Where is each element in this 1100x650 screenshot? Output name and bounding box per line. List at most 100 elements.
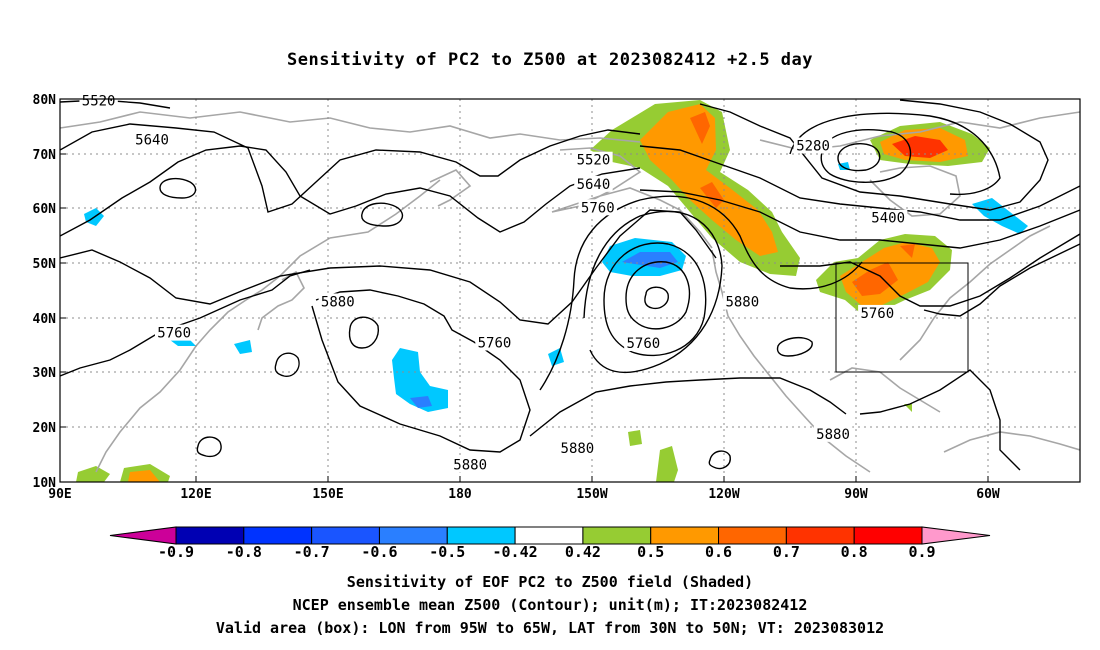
colorbar-level-label: -0.6 [361,543,397,561]
colorbar-level-label: -0.7 [294,543,330,561]
colorbar-swatch [243,526,313,545]
colorbar-level-label: -0.42 [493,543,538,561]
contour-5880-atlantic [859,369,1021,471]
shade-positive-small [76,404,912,482]
colorbar-level-label: 0.9 [908,543,935,561]
caption-line-3: Valid area (box): LON from 95W to 65W, L… [215,619,885,637]
contour-label-background [558,440,597,457]
coast-kamchatka [429,169,472,207]
contour-label-background [723,293,762,310]
contour-label: 5760 [154,324,194,342]
contour-label: 5520 [79,92,118,110]
contour-label: 5880 [723,293,762,310]
colorbar-swatch [785,526,855,545]
contour-label: 5760 [858,304,897,322]
contour-label-background [813,425,853,442]
contour-label-text: 5880 [816,427,850,443]
contour-label-background [624,335,663,352]
colorbar-swatch [853,526,923,545]
contour-label: 5760 [475,334,514,351]
colorbar-swatch [514,526,584,545]
contour-low-ne-pacific-1 [644,286,669,310]
contour-low-ne-pacific-2 [625,261,690,330]
contour-label-background [858,304,897,321]
contour-5640-e [639,145,1080,221]
contour-label: 5880 [450,456,490,473]
colorbar-swatch [311,526,380,545]
contour-labels: 5520 5640 5520 5640 5760 5280 5400 5880 5760 5760… [79,92,908,473]
contour-label-text: 5400 [871,211,905,227]
contour-label-text: 5880 [321,294,355,310]
contour-5760-e [639,189,1080,249]
longitude-labels: 90E 120E 150E 180 150W 120W 90W 60W [48,487,1000,502]
coast-west-north-america [711,249,871,473]
colorbar-swatch [718,526,787,545]
colorbar-max-arrow [921,526,991,545]
colorbar-level-label: -0.9 [158,543,194,561]
contour-label-text: 5280 [796,139,830,155]
contour-label-background [79,92,118,109]
colorbar-level-label: -0.5 [429,543,465,561]
colorbar-swatch [175,526,245,545]
contour-label-text: 5760 [626,336,660,352]
contour-5280-low [837,142,881,172]
colorbar-level-label: 0.42 [565,543,601,561]
shade-negative-c-pacific [392,348,448,412]
shade-negative-c-pacific-core [410,396,432,408]
contour-label-background [132,131,172,148]
colorbar-swatch [650,526,720,545]
contour-label: 5280 [793,137,833,155]
valid-area-box [835,262,969,373]
contour-label-text: 5640 [135,132,169,148]
contour-label-text: 5880 [561,441,595,457]
lat-label-30n: 30N [33,366,57,381]
colorbar-level-label: 0.5 [637,543,664,561]
lon-label-120w: 120W [708,487,739,502]
contour-label-background [574,151,613,168]
contour-label: 5880 [318,293,357,310]
shade-orange-n-pacific [640,104,778,256]
coast-east-asia [95,179,441,473]
map-title: Sensitivity of PC2 to Z500 at 2023082412… [286,50,813,70]
colorbar-min-arrow [109,526,177,545]
lon-label-60w: 60W [976,487,1000,502]
contour-high-small-1 [274,352,300,377]
lat-label-40n: 40N [33,312,57,327]
contour-label-background [793,137,833,154]
lon-label-150w: 150W [576,487,607,502]
contour-5880-pacific [60,209,717,325]
contour-5520-e [699,99,1049,211]
contour-label-background [868,209,908,226]
contour-label-background [475,334,514,351]
lon-label-180: 180 [448,487,472,502]
contour-label-text: 5880 [453,457,487,473]
lat-label-60n: 60N [33,202,57,217]
caption-line-2: NCEP ensemble mean Z500 (Contour); unit(… [292,596,808,614]
contour-high-small-2 [196,436,222,458]
coastlines [60,111,1080,473]
contour-low-ne-pacific-3 [603,242,707,357]
lon-label-120e: 120E [180,487,211,502]
lat-label-70n: 70N [33,148,57,163]
coast-gulf [829,367,941,413]
axis-ticks [60,98,989,483]
contour-5640-nw [60,123,641,213]
contour-high-e-us [776,336,813,357]
contour-label: 5760 [624,335,663,352]
colorbar-level-label: -0.8 [226,543,262,561]
contour-5880-w-pacific [60,269,311,377]
shade-orange-small [128,470,160,482]
contour-label-text: 5760 [157,326,191,342]
sensitivity-shading [76,100,1028,482]
contour-label-background [318,293,357,310]
lat-label-80n: 80N [33,93,57,108]
colorbar-swatch [582,526,652,545]
contour-label-text: 5520 [82,94,116,110]
caption-line-1: Sensitivity of EOF PC2 to Z500 field (Sh… [346,573,754,591]
contour-label: 5640 [574,175,613,193]
colorbar-swatch [378,526,448,545]
lat-label-20n: 20N [33,421,57,436]
lat-label-50n: 50N [33,257,57,272]
contour-label: 5880 [813,425,853,443]
